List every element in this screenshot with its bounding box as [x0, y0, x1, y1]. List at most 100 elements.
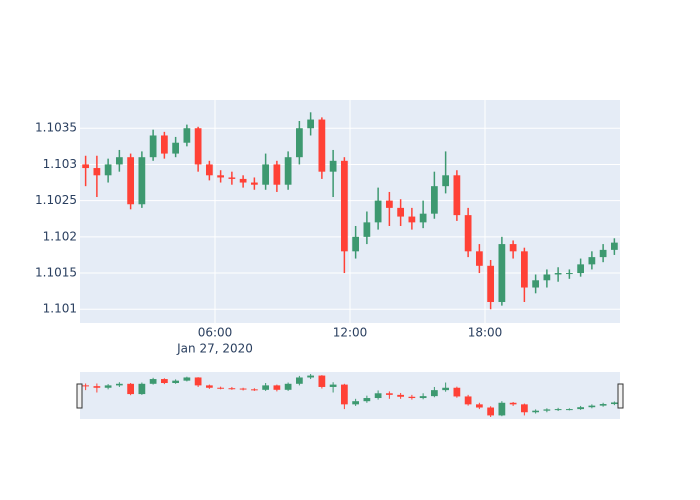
candle-body	[521, 404, 528, 413]
candle-body	[374, 393, 382, 399]
candle-body	[374, 200, 382, 223]
candle-body	[149, 135, 157, 158]
candle-body	[273, 385, 281, 390]
x-tick-label: 12:00	[333, 326, 368, 340]
candle-body	[251, 182, 258, 185]
candle-body	[442, 387, 449, 391]
candle-body	[206, 385, 213, 388]
candle-body	[464, 396, 472, 405]
candle-body	[397, 394, 404, 397]
candle-body	[431, 186, 438, 214]
candle-body	[194, 128, 202, 165]
candle-body	[239, 178, 247, 183]
candle-body	[498, 402, 506, 416]
candle-body	[284, 157, 292, 185]
x-date-label: Jan 27, 2020	[176, 342, 253, 356]
candle-body	[532, 410, 539, 413]
candle-body	[543, 409, 551, 411]
candle-body	[611, 242, 618, 250]
candle-body	[509, 244, 517, 252]
candle-body	[509, 402, 517, 405]
candle-body	[386, 393, 393, 395]
candle-body	[419, 396, 427, 399]
candle-body	[554, 273, 562, 275]
candle-body	[273, 164, 281, 185]
candle-body	[239, 388, 247, 390]
candle-body	[588, 257, 596, 265]
candle-body	[453, 387, 461, 397]
candle-body	[554, 409, 562, 411]
candle-body	[262, 164, 269, 185]
candle-body	[386, 200, 393, 208]
candle-body	[543, 274, 551, 281]
candle-body	[228, 177, 236, 179]
y-tick-label: 1.101	[43, 302, 77, 316]
candle-body	[464, 215, 472, 252]
candle-body	[329, 160, 337, 172]
candle-body	[318, 375, 326, 387]
candle-body	[82, 385, 89, 387]
candle-body	[172, 142, 179, 154]
candle-body	[228, 388, 236, 390]
candle-body	[284, 383, 292, 390]
range-slider-handle[interactable]	[617, 383, 624, 409]
candle-body	[498, 244, 506, 303]
candle-body	[93, 386, 101, 388]
candle-body	[352, 236, 359, 252]
candle-body	[206, 164, 213, 176]
candle-body	[532, 280, 539, 288]
candle-body	[138, 383, 146, 395]
candle-body	[577, 264, 584, 274]
candle-body	[566, 409, 573, 411]
candle-body	[419, 213, 427, 223]
y-tick-label: 1.1025	[35, 193, 77, 207]
candle-body	[104, 164, 112, 176]
candle-body	[93, 168, 101, 176]
candle-body	[217, 175, 224, 178]
candle-body	[363, 222, 371, 237]
candle-body	[262, 385, 269, 390]
candle-body	[172, 380, 179, 384]
candle-body	[611, 402, 618, 405]
candle-body	[599, 249, 607, 258]
candle-body	[363, 398, 371, 402]
candle-body	[217, 387, 224, 389]
candle-body	[329, 384, 337, 387]
y-tick-label: 1.1035	[35, 121, 77, 135]
y-tick-label: 1.102	[43, 229, 77, 243]
candle-body	[588, 405, 596, 408]
range-slider[interactable]	[80, 372, 620, 419]
candle-body	[104, 385, 112, 388]
candle-body	[161, 379, 168, 384]
candle-body	[431, 390, 438, 397]
candle-body	[476, 404, 483, 408]
candle-body	[116, 383, 123, 386]
candle-body	[251, 389, 258, 391]
candle-body	[116, 157, 123, 165]
candle-body	[341, 384, 348, 405]
candle-body	[296, 377, 303, 384]
candle-body	[408, 396, 416, 399]
candle-body	[149, 379, 157, 384]
y-tick-label: 1.103	[43, 157, 77, 171]
x-tick-label: 18:00	[468, 326, 503, 340]
candle-body	[194, 377, 202, 386]
candle-body	[318, 119, 326, 172]
candle-body	[161, 135, 168, 154]
candle-body	[408, 216, 416, 223]
candle-body	[341, 160, 348, 252]
candle-body	[183, 128, 191, 143]
candle-body	[487, 265, 494, 303]
candle-body	[127, 157, 134, 205]
candle-body	[352, 401, 359, 405]
candle-body	[307, 119, 314, 129]
candle-body	[183, 377, 191, 381]
candle-body	[566, 273, 573, 275]
candle-body	[138, 157, 146, 205]
candle-body	[307, 375, 314, 378]
candle-body	[453, 175, 461, 216]
candle-body	[127, 383, 134, 395]
range-slider-handle[interactable]	[76, 383, 83, 409]
candle-body	[521, 251, 528, 288]
